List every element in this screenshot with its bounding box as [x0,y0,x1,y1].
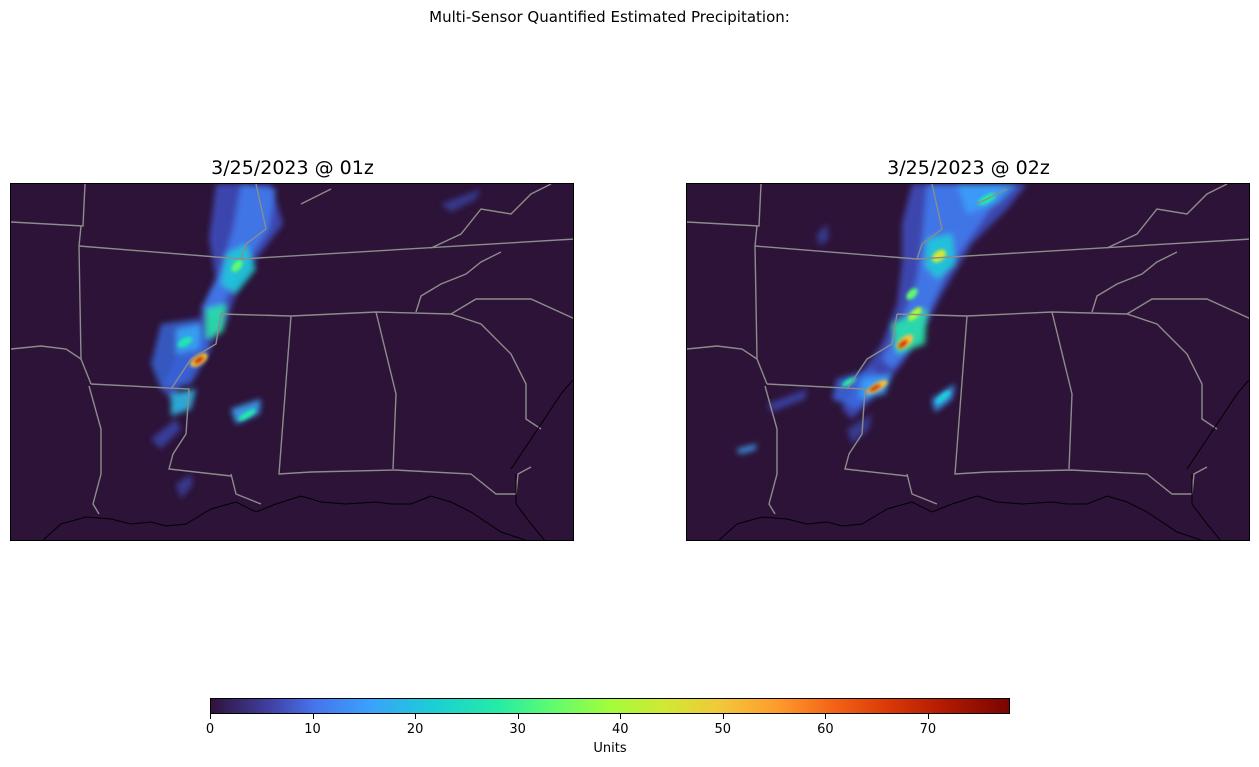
colorbar-tick-label: 40 [611,722,629,737]
map-panel-2 [686,183,1250,541]
colorbar [210,698,1010,714]
precip-field [737,184,1027,454]
colorbar-tick [620,714,622,719]
colorbar-tick [517,714,519,719]
panel-2-title: 3/25/2023 @ 02z [887,157,1050,179]
colorbar-tick-label: 0 [205,722,215,737]
precip-core [177,260,256,421]
panel-1-title: 3/25/2023 @ 01z [211,157,374,179]
precip-field [151,184,481,499]
colorbar-tick [927,714,929,719]
colorbar-tick-label: 70 [919,722,937,737]
state-borders [11,184,573,515]
colorbar-tick [722,714,724,719]
precip-core [841,192,996,404]
colorbar-tick-label: 20 [406,722,424,737]
colorbar-tick [415,714,417,719]
map-panel-1 [10,183,574,541]
map-1-canvas [11,184,573,540]
colorbar-label: Units [593,741,627,756]
colorbar-tick-label: 50 [714,722,732,737]
map-2-canvas [687,184,1249,540]
coastline [42,379,573,540]
state-borders [687,184,1249,515]
colorbar-tick [312,714,314,719]
colorbar-tick-label: 30 [509,722,526,737]
colorbar-tick-label: 10 [304,722,321,737]
colorbar-tick [210,714,211,719]
coastline [718,379,1249,540]
figure-title: Multi-Sensor Quantified Estimated Precip… [429,8,790,26]
colorbar-tick-label: 60 [817,722,834,737]
colorbar-tick [825,714,827,719]
